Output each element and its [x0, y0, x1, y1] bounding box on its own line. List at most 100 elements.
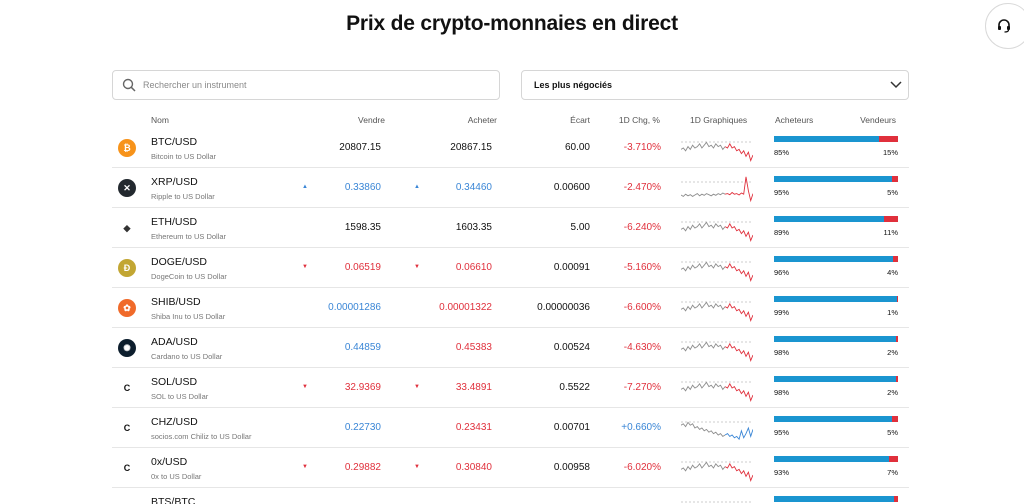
sell-price[interactable]: 0.06519 [344, 262, 381, 273]
buy-price[interactable]: 20867.15 [450, 142, 492, 153]
buy-price[interactable]: 0.45383 [455, 342, 492, 353]
sort-dropdown-value: Les plus négociés [534, 80, 613, 90]
buyers-percent: 95% [774, 188, 790, 197]
instrument-symbol[interactable]: SHIB/USD [151, 296, 201, 308]
xrp-icon: ✕ [118, 179, 136, 197]
sort-dropdown[interactable]: Les plus négociés [521, 70, 909, 100]
ethereum-icon: ◆ [118, 219, 136, 237]
buy-price[interactable]: 0.00001322 [439, 302, 492, 313]
sell-price[interactable]: 32.9369 [344, 382, 381, 393]
sparkline-chart [680, 372, 754, 409]
search-box[interactable] [112, 70, 500, 100]
table-row[interactable]: ✿ SHIB/USD Shiba Inu to US Dollar 0.0000128… [112, 288, 909, 328]
chevron-down-icon [890, 81, 902, 89]
sell-price[interactable]: 0.44859 [344, 342, 381, 353]
instrument-name: Ripple to US Dollar [151, 192, 215, 201]
column-header-buyers: Acheteurs [775, 115, 814, 125]
table-row[interactable]: CBTS/BTC▼▼ [112, 488, 909, 504]
instrument-symbol[interactable]: BTC/USD [151, 136, 198, 148]
change-percent: -5.160% [623, 262, 661, 273]
sell-price[interactable]: 0.33860 [344, 182, 381, 193]
sell-price[interactable]: 1598.35 [344, 222, 381, 233]
instrument-name: socios.com Chiliz to US Dollar [151, 432, 252, 441]
sell-price[interactable]: 0.29882 [344, 462, 381, 473]
buyers-bar-fill [774, 376, 896, 382]
buy-price[interactable]: 0.34460 [455, 182, 492, 193]
sellers-percent: 11% [883, 228, 898, 237]
triangle-down-icon: ▼ [302, 384, 308, 390]
buyers-bar-fill [774, 136, 880, 142]
buy-price[interactable]: 33.4891 [455, 382, 492, 393]
triangle-down-icon: ▼ [414, 264, 420, 270]
table-row[interactable]: C 0x/USD 0x to US Dollar ▼ 0.29882 ▼ 0.30840 0.… [112, 448, 909, 488]
sentiment-bar [774, 376, 898, 382]
buy-price[interactable]: 0.23431 [455, 422, 492, 433]
instrument-symbol[interactable]: CHZ/USD [151, 416, 198, 428]
change-percent: -3.710% [623, 142, 661, 153]
triangle-down-icon: ▼ [302, 464, 308, 470]
table-row[interactable]: C SOL/USD SOL to US Dollar ▼ 32.9369 ▼ 33.4891… [112, 368, 909, 408]
instrument-name: Bitcoin to US Dollar [151, 152, 217, 161]
buy-price[interactable]: 1603.35 [455, 222, 492, 233]
sell-price[interactable]: 0.00001286 [328, 302, 381, 313]
instrument-name: 0x to US Dollar [151, 472, 202, 481]
instrument-name: DogeCoin to US Dollar [151, 272, 227, 281]
instrument-symbol[interactable]: DOGE/USD [151, 256, 208, 268]
change-percent: -6.020% [623, 462, 661, 473]
instrument-symbol[interactable]: SOL/USD [151, 376, 198, 388]
table-row[interactable]: ✺ ADA/USD Cardano to US Dollar 0.44859 0.453… [112, 328, 909, 368]
table-row[interactable]: Ð DOGE/USD DogeCoin to US Dollar ▼ 0.06519 ▼ 0… [112, 248, 909, 288]
instrument-symbol[interactable]: XRP/USD [151, 176, 198, 188]
buyers-bar-fill [774, 496, 895, 502]
buyers-percent: 99% [774, 308, 790, 317]
spread-value: 5.00 [570, 222, 590, 233]
dogecoin-icon: Ð [118, 259, 136, 277]
buy-price[interactable]: 0.30840 [455, 462, 492, 473]
sentiment-bar [774, 416, 898, 422]
buyers-bar-fill [774, 336, 896, 342]
change-percent: +0.660% [621, 422, 661, 433]
bts-icon: C [118, 499, 136, 504]
instrument-symbol[interactable]: BTS/BTC [151, 496, 196, 504]
sparkline-chart [680, 292, 754, 329]
triangle-down-icon: ▼ [414, 384, 420, 390]
table-row[interactable]: ◆ ETH/USD Ethereum to US Dollar 1598.35 1603… [112, 208, 909, 248]
solana-icon: C [118, 379, 136, 397]
column-header-chart: 1D Graphiques [690, 115, 748, 125]
sentiment-bar [774, 176, 898, 182]
page-title: Prix de crypto-monnaies en direct [346, 12, 678, 35]
sparkline-chart [680, 172, 754, 209]
triangle-down-icon: ▼ [302, 264, 308, 270]
instrument-symbol[interactable]: ADA/USD [151, 336, 198, 348]
spread-value: 0.00091 [553, 262, 590, 273]
triangle-down-icon: ▼ [414, 464, 420, 470]
sell-price[interactable]: 0.22730 [344, 422, 381, 433]
instrument-name: Cardano to US Dollar [151, 352, 223, 361]
cardano-icon: ✺ [118, 339, 136, 357]
sparkline-chart [680, 452, 754, 489]
triangle-up-icon: ▲ [414, 184, 420, 190]
spread-value: 0.00958 [553, 462, 590, 473]
buyers-bar-fill [774, 416, 892, 422]
buyers-percent: 98% [774, 388, 790, 397]
table-row[interactable]: C CHZ/USD socios.com Chiliz to US Dollar 0.… [112, 408, 909, 448]
triangle-up-icon: ▲ [302, 184, 308, 190]
sellers-percent: 4% [887, 268, 898, 277]
spread-value: 0.5522 [559, 382, 590, 393]
buyers-bar-fill [774, 176, 892, 182]
table-row[interactable]: ✕ XRP/USD Ripple to US Dollar ▲ 0.33860 ▲ 0.34… [112, 168, 909, 208]
sentiment-bar [774, 456, 898, 462]
column-header-spread: Écart [570, 115, 590, 125]
sell-price[interactable]: 20807.15 [339, 142, 381, 153]
column-header-buy: Acheter [467, 115, 497, 125]
sellers-percent: 7% [887, 468, 898, 477]
buy-price[interactable]: 0.06610 [455, 262, 492, 273]
sparkline-chart [681, 492, 753, 504]
sparkline-chart [680, 332, 754, 369]
instrument-name: SOL to US Dollar [151, 392, 209, 401]
instrument-symbol[interactable]: 0x/USD [151, 456, 188, 468]
instrument-symbol[interactable]: ETH/USD [151, 216, 198, 228]
search-input[interactable] [143, 76, 483, 94]
table-row[interactable]: ₿ BTC/USD Bitcoin to US Dollar 20807.15 2086… [112, 128, 909, 168]
support-button[interactable] [985, 3, 1024, 49]
